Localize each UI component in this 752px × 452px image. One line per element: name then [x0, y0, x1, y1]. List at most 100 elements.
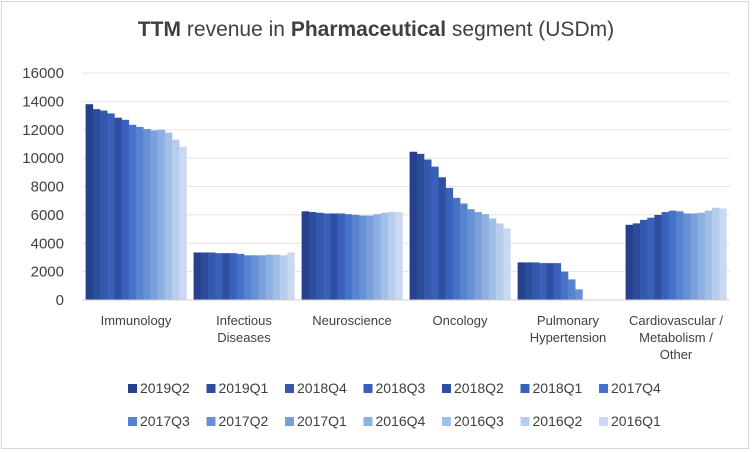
bar-2016Q1-5 [719, 208, 727, 300]
bar-2019Q2-1 [193, 252, 202, 300]
bar-2016Q1-0 [179, 146, 187, 300]
bar-2018Q4-1 [208, 252, 216, 300]
legend-label-2017Q1: 2017Q1 [297, 413, 347, 429]
legend-swatch-2017Q3 [128, 417, 137, 426]
bar-2018Q2-0 [114, 117, 122, 300]
bar-2016Q1-2 [395, 212, 403, 300]
bar-2018Q4-4 [532, 262, 540, 300]
x-category-label: Other [660, 347, 693, 362]
bar-2019Q1-3 [416, 153, 425, 300]
bar-2016Q3-1 [272, 254, 281, 300]
legend-label-2016Q4: 2016Q4 [376, 413, 426, 429]
bar-2017Q4-5 [668, 210, 677, 300]
bar-2017Q2-0 [143, 129, 151, 300]
bar-2019Q2-3 [409, 151, 418, 300]
x-category-label: Pulmonary [537, 313, 600, 328]
legend-swatch-2019Q1 [206, 384, 216, 393]
legend-swatch-2016Q2 [520, 417, 530, 426]
bar-2019Q1-4 [524, 262, 533, 300]
bar-2016Q2-5 [712, 207, 720, 300]
bar-2016Q1-3 [503, 228, 511, 300]
bar-2017Q3-0 [136, 126, 144, 300]
y-tick-label: 6000 [31, 207, 64, 224]
bar-2018Q4-5 [640, 219, 648, 300]
bar-2018Q2-2 [330, 213, 338, 300]
legend-swatch-2016Q1 [599, 417, 608, 426]
bar-2019Q2-0 [85, 104, 94, 301]
bar-2016Q4-0 [157, 129, 166, 300]
bar-2019Q2-2 [301, 211, 310, 300]
x-category-label: Neuroscience [312, 313, 392, 328]
x-category-label: Cardiovascular / [629, 313, 723, 328]
bar-2018Q3-1 [215, 253, 223, 300]
legend-swatch-2016Q3 [442, 417, 451, 426]
legend-label-2016Q2: 2016Q2 [533, 413, 583, 429]
bar-2018Q2-3 [438, 177, 446, 300]
bar-2018Q2-4 [546, 263, 554, 300]
bar-2017Q3-5 [676, 211, 684, 300]
bar-2017Q2-4 [575, 289, 583, 300]
title-part-3: Pharmaceutical [290, 18, 447, 41]
bar-2018Q4-0 [100, 110, 108, 300]
x-category-label: Oncology [433, 313, 488, 328]
bar-2019Q1-0 [92, 109, 101, 300]
bar-2018Q1-0 [121, 119, 130, 300]
bar-2018Q3-3 [431, 166, 439, 300]
legend-swatch-2018Q3 [363, 384, 373, 393]
bar-2018Q2-1 [222, 253, 230, 300]
legend-label-2017Q4: 2017Q4 [611, 380, 661, 396]
bar-2018Q1-3 [445, 187, 454, 300]
bar-2017Q3-1 [244, 255, 252, 300]
legend-swatch-2017Q2 [206, 417, 216, 426]
legend-label-2016Q1: 2016Q1 [611, 413, 661, 429]
legend-label-2018Q1: 2018Q1 [533, 380, 583, 396]
bar-2018Q1-5 [661, 212, 670, 300]
bar-2017Q1-1 [258, 255, 266, 300]
bar-2016Q3-5 [704, 210, 713, 300]
bar-2016Q4-5 [697, 212, 706, 300]
legend-swatch-2017Q4 [599, 384, 608, 393]
y-tick-label: 16000 [22, 65, 64, 82]
bar-2017Q1-2 [366, 215, 374, 300]
bar-2016Q1-1 [287, 252, 295, 300]
bar-2018Q2-5 [654, 214, 662, 300]
title-part-1: TTM [137, 18, 182, 41]
y-tick-label: 2000 [31, 264, 64, 281]
x-category-label: Metabolism / [639, 330, 713, 345]
bar-2017Q2-3 [467, 209, 475, 300]
bar-2017Q4-1 [236, 253, 245, 300]
bar-2017Q3-3 [460, 203, 468, 300]
bar-2018Q3-2 [323, 213, 331, 300]
bar-2017Q1-5 [690, 213, 698, 300]
bar-2017Q1-0 [150, 130, 158, 300]
bar-2018Q3-0 [107, 113, 115, 300]
legend-swatch-2019Q2 [128, 384, 137, 393]
bar-2016Q4-2 [373, 214, 382, 300]
legend-swatch-2016Q4 [363, 417, 373, 426]
legend-swatch-2017Q1 [285, 417, 294, 426]
y-tick-label: 10000 [22, 150, 64, 167]
bar-2017Q4-4 [560, 271, 569, 300]
bar-2016Q2-3 [496, 223, 504, 300]
legend-label-2019Q1: 2019Q1 [219, 380, 269, 396]
bar-2018Q1-2 [337, 213, 346, 300]
legend-label-2018Q4: 2018Q4 [297, 380, 347, 396]
bar-2019Q2-5 [625, 224, 634, 300]
legend-label-2018Q2: 2018Q2 [454, 380, 504, 396]
legend-label-2017Q2: 2017Q2 [219, 413, 269, 429]
y-tick-label: 12000 [22, 122, 64, 139]
bar-2016Q4-1 [265, 254, 274, 300]
bar-2019Q2-4 [517, 262, 526, 300]
bar-2019Q1-5 [632, 223, 641, 300]
bar-2017Q1-3 [474, 212, 482, 300]
x-category-label: Hypertension [530, 330, 607, 345]
chart-title: TTM revenue in Pharmaceutical segment (U… [0, 18, 752, 42]
legend-swatch-2018Q1 [520, 384, 530, 393]
legend-label-2018Q3: 2018Q3 [376, 380, 426, 396]
y-tick-label: 0 [56, 292, 64, 309]
bar-2017Q4-3 [452, 197, 461, 300]
bar-2016Q3-3 [488, 218, 497, 300]
bar-2016Q2-0 [172, 139, 180, 300]
bar-2017Q3-4 [568, 279, 576, 300]
bar-2019Q1-1 [200, 252, 209, 300]
